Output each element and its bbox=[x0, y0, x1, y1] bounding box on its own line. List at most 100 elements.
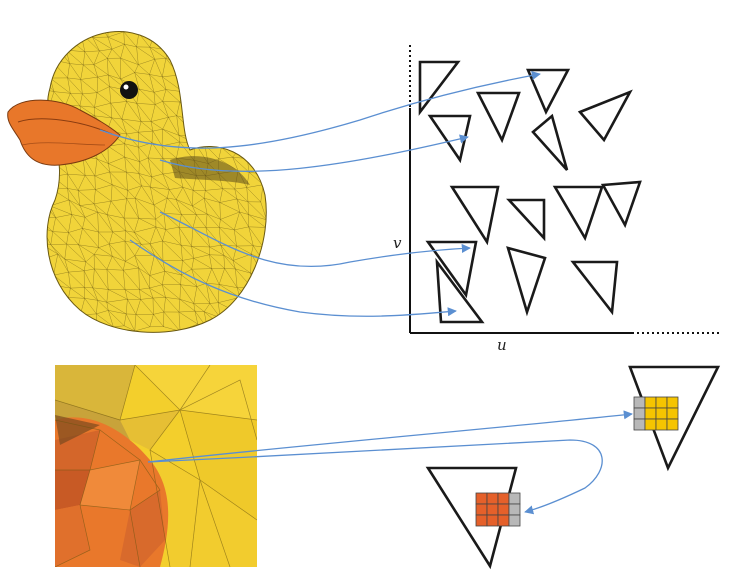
mesh-edge bbox=[205, 60, 209, 76]
mesh-edge bbox=[224, 57, 234, 60]
mesh-edge bbox=[150, 121, 154, 132]
mesh-edge bbox=[70, 287, 85, 299]
mesh-edge bbox=[84, 211, 98, 218]
mesh-edge bbox=[205, 227, 222, 246]
mesh-edge bbox=[147, 142, 153, 159]
mesh-edge bbox=[193, 99, 207, 105]
mesh-edge bbox=[162, 117, 169, 130]
mesh-edge bbox=[50, 243, 67, 245]
mesh-edge bbox=[239, 211, 249, 215]
mesh-edge bbox=[238, 130, 248, 143]
mesh-edge bbox=[77, 190, 81, 206]
mesh-edge bbox=[220, 219, 235, 231]
mesh-edge bbox=[108, 74, 121, 80]
mesh-edge bbox=[233, 229, 237, 247]
mesh-edge bbox=[237, 75, 248, 91]
mesh-edge bbox=[109, 240, 126, 245]
mesh-edge bbox=[192, 227, 210, 248]
mesh-edge bbox=[78, 228, 83, 245]
mesh-edge bbox=[47, 299, 57, 301]
mesh-edge bbox=[125, 313, 136, 332]
mesh-edge bbox=[220, 317, 236, 330]
mesh-edge bbox=[64, 258, 85, 272]
mesh-edge bbox=[224, 268, 238, 288]
texel bbox=[508, 503, 521, 516]
mesh-edge bbox=[179, 74, 195, 80]
mesh-edge bbox=[82, 92, 98, 95]
mesh-edge bbox=[220, 115, 235, 118]
mesh-edge bbox=[47, 283, 55, 286]
mesh-edge bbox=[232, 260, 236, 269]
mesh-edge bbox=[109, 171, 128, 191]
mesh-edge bbox=[192, 190, 205, 199]
mesh-edge bbox=[182, 88, 191, 93]
mesh-edge bbox=[235, 311, 251, 326]
mesh-edge bbox=[108, 17, 125, 23]
mesh-edge bbox=[108, 231, 113, 245]
mesh-edge bbox=[124, 143, 140, 162]
mesh-edge bbox=[70, 93, 83, 95]
mesh-edge bbox=[93, 64, 98, 78]
mesh-edge bbox=[80, 32, 93, 38]
mesh-edge bbox=[124, 156, 140, 162]
mesh-edge bbox=[206, 268, 213, 284]
mesh-edge bbox=[77, 190, 95, 204]
mesh-edge bbox=[207, 121, 209, 135]
mesh-edge bbox=[66, 243, 79, 246]
mesh-edge bbox=[124, 289, 141, 300]
mesh-edge bbox=[248, 214, 266, 228]
mesh-edge bbox=[165, 229, 182, 246]
mesh-edge bbox=[191, 246, 210, 255]
mesh-edge bbox=[134, 197, 156, 220]
texel bbox=[508, 514, 521, 527]
uv-triangle bbox=[526, 68, 571, 116]
mesh-edge bbox=[203, 198, 208, 215]
mesh-edge bbox=[246, 187, 249, 202]
mesh-edge bbox=[95, 184, 113, 190]
mesh-edge bbox=[47, 241, 51, 245]
mesh-edge bbox=[139, 161, 152, 178]
mesh-edge bbox=[138, 33, 150, 48]
mesh-edge bbox=[40, 187, 42, 200]
texel bbox=[486, 492, 499, 505]
mesh-edge bbox=[85, 261, 95, 270]
texel bbox=[475, 503, 488, 516]
uv-triangle bbox=[425, 240, 478, 299]
mesh-edge bbox=[84, 268, 95, 272]
mesh-edge bbox=[168, 115, 177, 118]
mesh-edge bbox=[57, 312, 65, 317]
mesh-edge bbox=[97, 19, 109, 22]
zoom-mesh-lines bbox=[55, 365, 257, 567]
mesh-edge bbox=[106, 269, 109, 290]
mesh-edge bbox=[141, 185, 151, 188]
mesh-edge bbox=[85, 254, 95, 263]
mesh-edge bbox=[96, 31, 109, 38]
mesh-edge bbox=[192, 205, 197, 215]
mesh-edge bbox=[162, 240, 182, 246]
mesh-edge bbox=[92, 37, 100, 51]
mesh-edge bbox=[68, 199, 72, 215]
mesh-edge bbox=[219, 227, 235, 231]
mesh-edge bbox=[38, 32, 39, 46]
mesh-edge bbox=[177, 61, 180, 76]
mesh-edge bbox=[64, 297, 69, 313]
mesh-edge bbox=[220, 245, 237, 247]
mesh-edge bbox=[78, 244, 99, 248]
mesh-edge bbox=[98, 247, 113, 257]
mesh-edge bbox=[204, 197, 220, 203]
mesh-edge bbox=[163, 311, 181, 332]
mesh-edge bbox=[190, 119, 208, 136]
mesh-edge bbox=[176, 115, 180, 136]
mesh-edge bbox=[109, 86, 127, 102]
mesh-edge bbox=[164, 271, 181, 285]
mapping-arrow bbox=[159, 134, 469, 173]
mesh-edge bbox=[94, 268, 109, 290]
mesh-edge bbox=[107, 49, 113, 59]
mesh-edge bbox=[150, 121, 163, 130]
mesh-edge bbox=[153, 92, 156, 105]
mesh-edge bbox=[150, 187, 155, 205]
mesh-edge bbox=[37, 283, 43, 300]
mesh-edge bbox=[47, 312, 58, 317]
mesh-edge bbox=[149, 287, 166, 298]
texel bbox=[486, 514, 499, 527]
